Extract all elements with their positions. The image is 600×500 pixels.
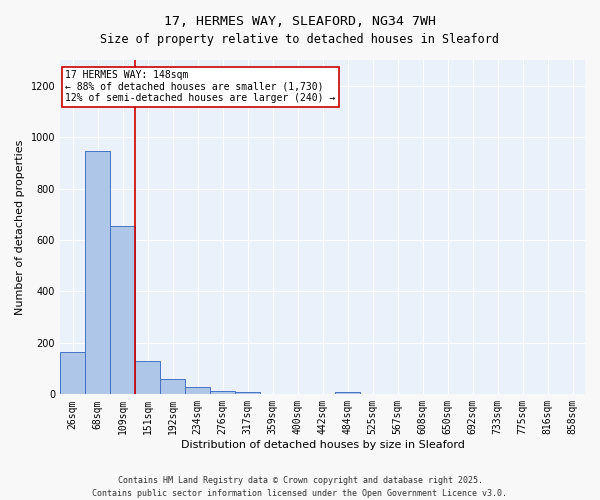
Bar bbox=[110, 226, 135, 394]
Text: 17 HERMES WAY: 148sqm
← 88% of detached houses are smaller (1,730)
12% of semi-d: 17 HERMES WAY: 148sqm ← 88% of detached … bbox=[65, 70, 335, 103]
X-axis label: Distribution of detached houses by size in Sleaford: Distribution of detached houses by size … bbox=[181, 440, 464, 450]
Text: Size of property relative to detached houses in Sleaford: Size of property relative to detached ho… bbox=[101, 32, 499, 46]
Bar bbox=[335, 392, 360, 394]
Bar bbox=[160, 380, 185, 394]
Bar bbox=[235, 392, 260, 394]
Bar bbox=[85, 152, 110, 394]
Text: 17, HERMES WAY, SLEAFORD, NG34 7WH: 17, HERMES WAY, SLEAFORD, NG34 7WH bbox=[164, 15, 436, 28]
Y-axis label: Number of detached properties: Number of detached properties bbox=[15, 140, 25, 315]
Bar bbox=[60, 352, 85, 395]
Bar bbox=[185, 386, 210, 394]
Bar bbox=[210, 390, 235, 394]
Text: Contains HM Land Registry data © Crown copyright and database right 2025.
Contai: Contains HM Land Registry data © Crown c… bbox=[92, 476, 508, 498]
Bar bbox=[135, 361, 160, 394]
